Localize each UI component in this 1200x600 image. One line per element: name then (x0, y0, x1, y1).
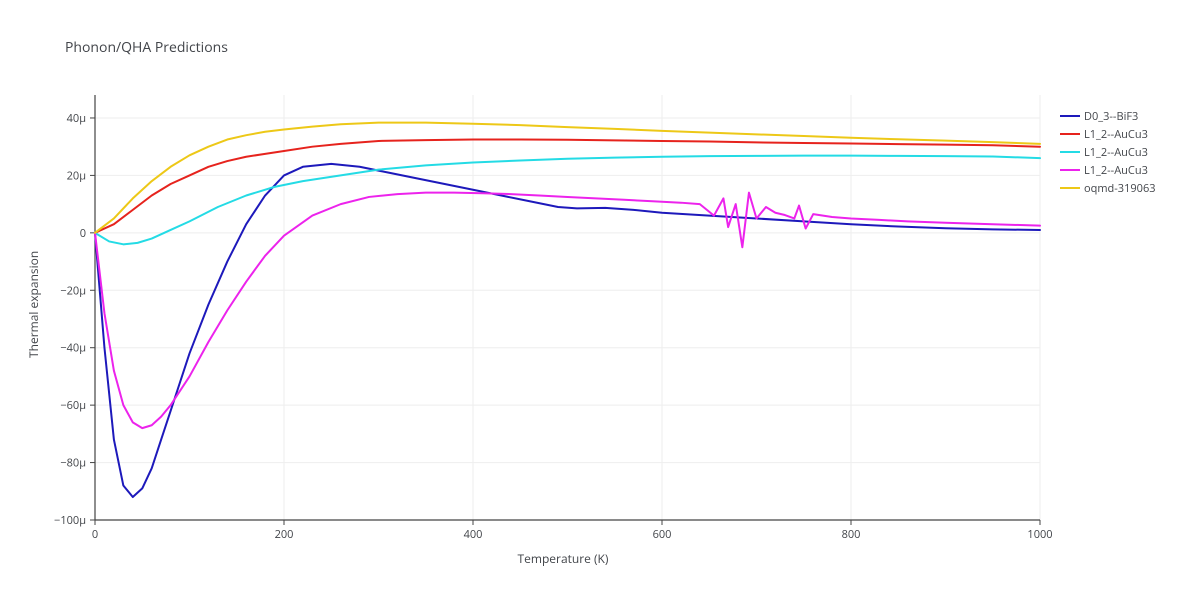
legend-label: L1_2--AuCu3 (1084, 145, 1148, 160)
legend-swatch (1060, 115, 1080, 117)
svg-text:−20μ: −20μ (60, 283, 86, 298)
chart-container: Phonon/QHA Predictions 02004006008001000… (0, 0, 1200, 600)
y-axis-label: Thermal expansion (25, 250, 42, 357)
legend-item[interactable]: L1_2--AuCu3 (1060, 126, 1156, 142)
legend-label: L1_2--AuCu3 (1084, 163, 1148, 178)
legend-label: oqmd-319063 (1084, 181, 1156, 196)
legend-item[interactable]: L1_2--AuCu3 (1060, 144, 1156, 160)
legend-item[interactable]: L1_2--AuCu3 (1060, 162, 1156, 178)
legend-swatch (1060, 169, 1080, 171)
svg-text:40μ: 40μ (67, 111, 86, 126)
svg-text:200: 200 (275, 527, 294, 542)
legend-swatch (1060, 133, 1080, 135)
svg-text:−60μ: −60μ (60, 398, 86, 413)
svg-text:1000: 1000 (1027, 527, 1052, 542)
legend-label: D0_3--BiF3 (1084, 109, 1138, 124)
x-axis-label: Temperature (K) (518, 550, 609, 567)
legend-item[interactable]: D0_3--BiF3 (1060, 108, 1156, 124)
legend-item[interactable]: oqmd-319063 (1060, 180, 1156, 196)
svg-text:400: 400 (464, 527, 483, 542)
svg-text:−80μ: −80μ (60, 456, 86, 471)
svg-text:0: 0 (92, 527, 98, 542)
svg-text:20μ: 20μ (67, 168, 86, 183)
chart-svg: 0 200 400 600 800 1000 −100μ −80μ −60μ −40μ −20μ 0 2… (0, 0, 1200, 600)
svg-text:−40μ: −40μ (60, 341, 86, 356)
legend: D0_3--BiF3 L1_2--AuCu3 L1_2--AuCu3 L1_2--Au… (1060, 108, 1156, 198)
svg-text:800: 800 (842, 527, 861, 542)
legend-label: L1_2--AuCu3 (1084, 127, 1148, 142)
svg-text:−100μ: −100μ (54, 513, 86, 528)
svg-text:600: 600 (653, 527, 672, 542)
svg-text:0: 0 (80, 226, 86, 241)
legend-swatch (1060, 151, 1080, 153)
legend-swatch (1060, 187, 1080, 189)
